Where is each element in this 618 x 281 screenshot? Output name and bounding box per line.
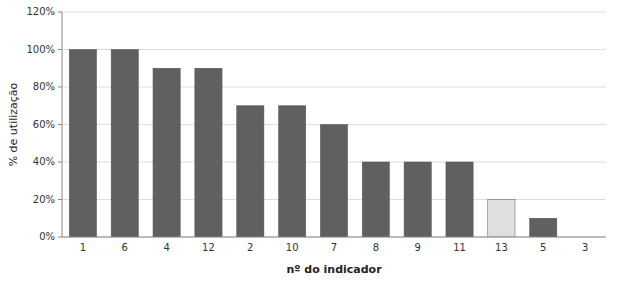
x-tick-label: 4 (163, 242, 169, 253)
bar (111, 50, 138, 238)
y-tick (58, 49, 62, 50)
x-tick-label: 10 (286, 242, 299, 253)
bar (320, 125, 347, 238)
grid-line (62, 87, 606, 88)
bars (69, 50, 557, 238)
bar (69, 50, 96, 238)
bar (362, 162, 389, 237)
y-tick-label: 80% (33, 81, 55, 92)
axes: 0% 20% 40% 60% 80% 100% 120% 1 6 4 12 2 10 7 8 9 11 13 5 3 (26, 6, 606, 253)
grid-line (62, 12, 606, 13)
x-tick-label: 11 (453, 242, 466, 253)
grid (62, 12, 606, 237)
bar (530, 218, 557, 237)
grid-line (62, 49, 606, 50)
x-axis-label: nº do indicador (286, 263, 382, 276)
bar (195, 68, 222, 237)
x-tick-label: 1 (80, 242, 86, 253)
x-tick-label: 6 (122, 242, 128, 253)
x-tick-label: 5 (540, 242, 546, 253)
grid-line (62, 237, 606, 238)
bar (488, 200, 515, 238)
x-tick-label: 12 (202, 242, 215, 253)
x-tick-label: 7 (331, 242, 337, 253)
x-tick-label: 3 (582, 242, 588, 253)
y-tick (58, 199, 62, 200)
y-tick-label: 20% (33, 194, 55, 205)
x-tick-label: 13 (495, 242, 508, 253)
bar (153, 68, 180, 237)
y-tick (58, 87, 62, 88)
chart-container: 0% 20% 40% 60% 80% 100% 120% 1 6 4 12 2 10 7 8 9 11 13 5 3 n… (0, 0, 618, 281)
y-tick (58, 12, 62, 13)
y-tick-label: 120% (26, 6, 55, 17)
y-tick-label: 40% (33, 156, 55, 167)
x-tick-label: 2 (247, 242, 253, 253)
bar (237, 106, 264, 237)
y-axis-label: % de utilização (7, 82, 20, 166)
bar (404, 162, 431, 237)
y-tick (58, 124, 62, 125)
y-tick-label: 0% (39, 231, 55, 242)
bar (279, 106, 306, 237)
x-tick-label: 8 (373, 242, 379, 253)
y-tick (58, 237, 62, 238)
x-tick-label: 9 (415, 242, 421, 253)
chart: 0% 20% 40% 60% 80% 100% 120% 1 6 4 12 2 10 7 8 9 11 13 5 3 n… (0, 0, 618, 281)
bar (446, 162, 473, 237)
y-tick (58, 162, 62, 163)
x-axis-line (62, 237, 606, 238)
y-tick-label: 100% (26, 44, 55, 55)
y-tick-label: 60% (33, 119, 55, 130)
